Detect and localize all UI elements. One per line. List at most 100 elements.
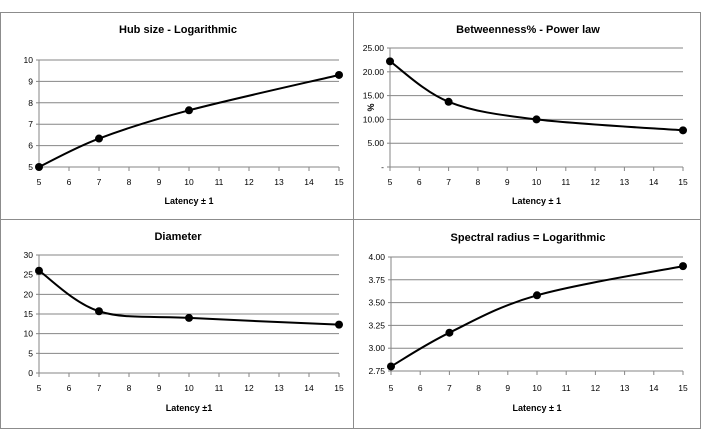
data-point [532,115,541,124]
chart-panel-diameter: Diameter 0 5 10 15 20 25 30 5 6 7 8 9 10 11 12 13 14 15 Lat… [0,219,354,429]
x-tick-label: 7 [447,383,452,393]
x-tick-label: 8 [476,383,481,393]
data-point [387,362,395,371]
chart-panel-betweenness: Betweenness% - Power law - 5.00 10.00 15.00 2… [353,12,701,220]
y-tick-label: 15.00 [363,91,385,101]
x-tick-label: 9 [505,383,510,393]
x-tick-label: 6 [418,383,423,393]
data-point [35,163,43,171]
data-point [533,291,541,300]
x-axis-label: Latency ±1 [166,403,212,413]
x-tick-label: 10 [184,177,194,187]
y-tick-label: 0 [28,368,33,378]
x-tick-label: 6 [67,383,72,393]
chart-betweenness-svg: Betweenness% - Power law - 5.00 10.00 15.00 2… [363,24,688,206]
data-point [679,126,687,135]
y-tick-label: 20.00 [363,67,385,77]
x-tick-label: 5 [37,177,42,187]
y-tick-label: 15 [24,309,34,319]
chart-panel-spectral-radius: Spectral radius = Logarithmic 2.75 3.00 3.2… [353,219,701,429]
x-tick-label: 7 [97,177,102,187]
x-tick-label: 8 [476,177,481,187]
data-point [95,134,103,143]
x-tick-label: 6 [417,177,422,187]
x-tick-label: 10 [532,383,542,393]
data-point [444,97,453,106]
y-tick-label: 3.25 [368,320,385,330]
series-line [38,269,340,326]
x-tick-label: 15 [334,383,344,393]
y-tick-label: 8 [28,98,33,108]
x-tick-label: 13 [620,383,630,393]
chart-title: Diameter [154,231,202,243]
x-tick-label: 7 [446,177,451,187]
data-point [35,266,43,275]
y-tick-label: 30 [24,250,34,260]
chart-panel-hub-size: Hub size - Logarithmic 5 6 7 8 9 10 5 6 7 8 9 10 11 12… [0,12,354,220]
x-tick-label: 14 [304,383,314,393]
data-point [445,328,454,337]
series-line [389,60,684,132]
data-point [335,320,343,329]
y-tick-label: 5.00 [367,138,384,148]
x-tick-label: 13 [620,177,630,187]
x-tick-label: 14 [649,177,659,187]
y-tick-label: 3.50 [368,298,385,308]
x-tick-label: 14 [649,383,659,393]
x-axis-label: Latency ± 1 [165,196,214,206]
x-tick-label: 7 [97,383,102,393]
x-tick-label: 15 [678,383,688,393]
y-tick-label: 7 [28,119,33,129]
x-tick-label: 13 [274,177,284,187]
chart-title: Hub size - Logarithmic [119,24,237,36]
x-tick-label: 12 [244,177,254,187]
y-tick-label: 9 [28,76,33,86]
chart-title: Spectral radius = Logarithmic [451,232,606,244]
x-axis-label: Latency ± 1 [513,403,562,413]
x-tick-label: 5 [37,383,42,393]
y-tick-label: - [381,162,384,172]
x-tick-label: 9 [505,177,510,187]
x-tick-label: 15 [334,177,344,187]
x-axis-label: Latency ± 1 [512,196,561,206]
y-tick-label: 10 [24,55,34,65]
x-tick-label: 10 [532,177,542,187]
x-tick-label: 11 [561,177,570,187]
x-tick-label: 11 [215,383,224,393]
y-tick-label: 10 [24,329,34,339]
x-tick-label: 8 [127,177,132,187]
y-axis-label: % [366,103,376,111]
chart-spectral-radius-svg: Spectral radius = Logarithmic 2.75 3.00 3.2… [368,232,688,413]
y-tick-label: 10.00 [363,114,385,124]
y-tick-label: 25.00 [363,43,385,53]
x-tick-label: 11 [215,177,224,187]
x-tick-label: 13 [274,383,284,393]
x-tick-label: 6 [67,177,72,187]
x-tick-label: 9 [157,383,162,393]
x-tick-label: 12 [590,177,600,187]
chart-hub-size-svg: Hub size - Logarithmic 5 6 7 8 9 10 5 6 7 8 9 10 11 12… [24,24,344,206]
x-tick-label: 12 [591,383,601,393]
data-point [95,307,103,316]
x-tick-label: 10 [184,383,194,393]
y-tick-label: 3.75 [368,275,385,285]
x-tick-label: 9 [157,177,162,187]
data-point [185,313,193,322]
x-tick-label: 8 [127,383,132,393]
data-point [386,57,394,66]
y-tick-label: 20 [24,289,34,299]
x-tick-label: 11 [562,383,571,393]
y-tick-label: 2.75 [368,366,385,376]
y-tick-label: 3.00 [368,343,385,353]
y-tick-label: 25 [24,270,34,280]
y-tick-label: 6 [28,141,33,151]
series-line [390,265,684,368]
x-tick-label: 12 [244,383,254,393]
data-point [185,106,193,115]
data-point [679,262,687,271]
chart-title: Betweenness% - Power law [456,24,600,36]
x-tick-label: 5 [389,383,394,393]
x-tick-label: 5 [388,177,393,187]
y-tick-label: 5 [28,348,33,358]
